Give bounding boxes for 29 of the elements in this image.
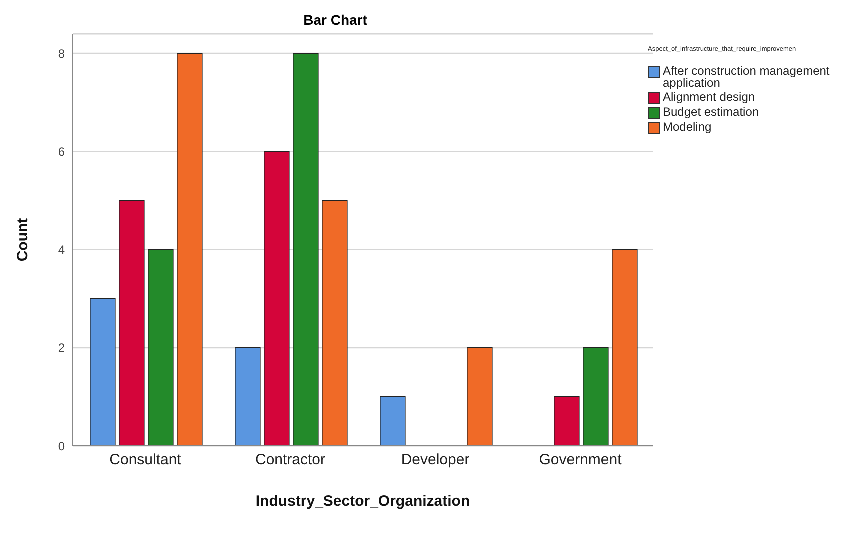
- y-tick-label: 4: [58, 243, 66, 258]
- y-tick-label: 6: [58, 144, 66, 159]
- legend-label: Modeling: [663, 120, 712, 134]
- bar: [554, 396, 580, 446]
- y-axis-title: Count: [14, 218, 32, 262]
- bar: [90, 298, 116, 446]
- x-tick-label: Government: [539, 452, 623, 469]
- x-tick-label: Contractor: [255, 452, 326, 469]
- chart-title: Bar Chart: [302, 12, 368, 28]
- bar: [264, 151, 290, 446]
- bar: [467, 348, 493, 446]
- bar: [148, 249, 174, 446]
- y-tick-label: 2: [58, 341, 66, 356]
- bar: [322, 200, 348, 446]
- y-tick-label: 0: [58, 439, 66, 454]
- legend-label: Budget estimation: [663, 105, 760, 119]
- bar: [612, 249, 638, 446]
- legend-label: Alignment design: [663, 90, 756, 104]
- x-axis-title: Industry_Sector_Organization: [256, 493, 470, 510]
- bar: [293, 53, 319, 446]
- bar: [380, 396, 406, 446]
- bar: [235, 348, 261, 446]
- y-tick-label: 8: [58, 46, 66, 61]
- legend-label: After construction management application: [663, 64, 831, 90]
- x-tick-label: Developer: [401, 452, 470, 469]
- bar: [583, 348, 609, 446]
- bar: [119, 200, 145, 446]
- bar: [177, 53, 203, 446]
- x-tick-label: Consultant: [110, 452, 182, 469]
